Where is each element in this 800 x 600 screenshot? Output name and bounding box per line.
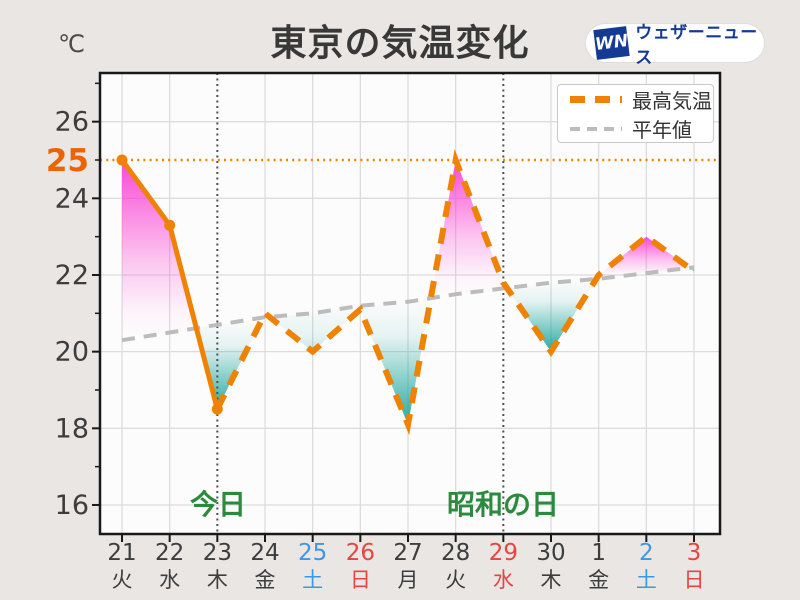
normal-line-swatch (570, 126, 622, 131)
x-weekday-label: 土 (636, 568, 657, 592)
x-date-label: 26 (346, 540, 375, 566)
x-date-label: 23 (203, 540, 232, 566)
y-tick-label: 24 (55, 183, 89, 214)
x-weekday-label: 金 (255, 568, 276, 592)
x-weekday-label: 月 (398, 568, 419, 592)
chart-legend: 最高気温 平年値 (557, 84, 714, 143)
x-date-label: 25 (298, 540, 327, 566)
x-date-label: 3 (687, 540, 702, 566)
below-normal-fill (269, 298, 431, 425)
y-tick-label: 20 (55, 337, 89, 368)
x-date-label: 21 (107, 540, 136, 566)
page-title: 東京の気温変化 (270, 23, 530, 64)
x-date-label: 30 (536, 540, 565, 566)
x-weekday-label: 水 (159, 568, 180, 592)
holiday-annotation: 昭和の日 (446, 488, 560, 521)
normal-temp-line (121, 265, 695, 343)
x-weekday-label: 火 (445, 568, 466, 592)
today-annotation: 今日 (189, 488, 247, 521)
y-tick-label: 16 (55, 490, 89, 521)
observed-point-marker (116, 154, 128, 166)
y-axis-unit-label: ℃ (58, 30, 85, 58)
x-weekday-label: 木 (541, 568, 562, 592)
legend-row-max: 最高気温 (570, 85, 713, 114)
weathernews-logo: WN ウェザーニュース (586, 23, 764, 68)
x-weekday-label: 木 (207, 568, 228, 592)
x-date-label: 22 (155, 540, 184, 566)
below-normal-fill (507, 279, 597, 352)
max-temp-line-swatch (570, 96, 622, 103)
observed-point-marker (164, 219, 176, 231)
x-date-label: 28 (441, 540, 470, 566)
x-weekday-label: 日 (350, 568, 371, 592)
x-weekday-label: 金 (588, 568, 609, 592)
max-temp-line-forecast (214, 148, 696, 436)
x-date-label: 27 (393, 540, 422, 566)
x-weekday-label: 火 (112, 568, 133, 592)
x-weekday-label: 土 (302, 568, 323, 592)
above-normal-fill (430, 160, 507, 299)
x-date-label: 2 (639, 540, 654, 566)
y-tick-label: 18 (55, 413, 89, 444)
above-normal-fill (122, 160, 197, 341)
legend-normal-label: 平年値 (632, 118, 692, 142)
plot-border (98, 71, 722, 536)
y-tick-label: 22 (55, 260, 89, 291)
x-date-label: 29 (489, 540, 518, 566)
x-date-label: 1 (591, 540, 606, 566)
legend-max-label: 最高気温 (632, 89, 712, 113)
x-weekday-label: 日 (684, 568, 705, 592)
y-tick-label: 26 (55, 107, 89, 138)
x-date-label: 24 (250, 540, 279, 566)
above-normal-fill (596, 236, 690, 279)
y-highlight-label: 25 (46, 143, 89, 179)
observed-point-marker (211, 403, 223, 415)
legend-row-normal: 平年値 (570, 114, 713, 143)
x-weekday-label: 水 (493, 568, 514, 592)
weathernews-logo-text: ウェザーニュース (635, 23, 758, 68)
